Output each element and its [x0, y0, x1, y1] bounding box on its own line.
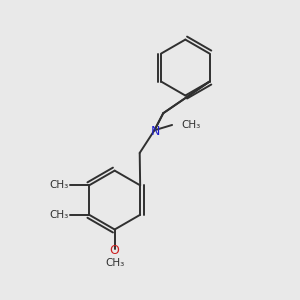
- Text: CH₃: CH₃: [49, 180, 69, 190]
- Text: N: N: [151, 125, 160, 138]
- Text: CH₃: CH₃: [182, 120, 201, 130]
- Text: CH₃: CH₃: [49, 210, 69, 220]
- Text: CH₃: CH₃: [105, 258, 124, 268]
- Text: O: O: [110, 244, 120, 256]
